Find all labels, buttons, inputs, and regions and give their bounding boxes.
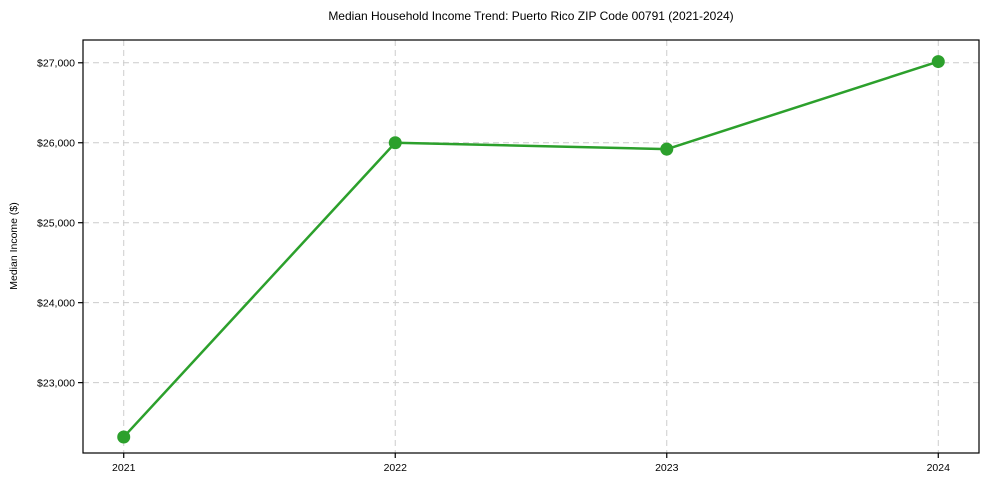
axis-ticks (78, 62, 939, 458)
y-tick-label: $26,000 (37, 137, 75, 149)
y-tick-label: $23,000 (37, 377, 75, 389)
plot-frame (82, 39, 980, 454)
x-tick-label: 2024 (927, 462, 951, 474)
y-tick-label: $27,000 (37, 57, 75, 69)
data-point-marker (660, 142, 674, 156)
y-tick-label: $25,000 (37, 217, 75, 229)
x-tick-label: 2021 (112, 462, 136, 474)
trend-line (122, 60, 940, 439)
axis-tick-labels: $23,000 $24,000 $25,000 $26,000 $27,000 2021 2… (37, 57, 950, 474)
gridlines (83, 40, 979, 453)
data-point-marker (117, 430, 131, 444)
data-point-marker (931, 55, 945, 69)
data-point-marker (388, 136, 402, 150)
x-tick-label: 2023 (655, 462, 679, 474)
y-tick-label: $24,000 (37, 297, 75, 309)
income-line-series (117, 55, 945, 444)
chart-title: Median Household Income Trend: Puerto Ri… (328, 9, 734, 23)
x-tick-label: 2022 (384, 462, 408, 474)
